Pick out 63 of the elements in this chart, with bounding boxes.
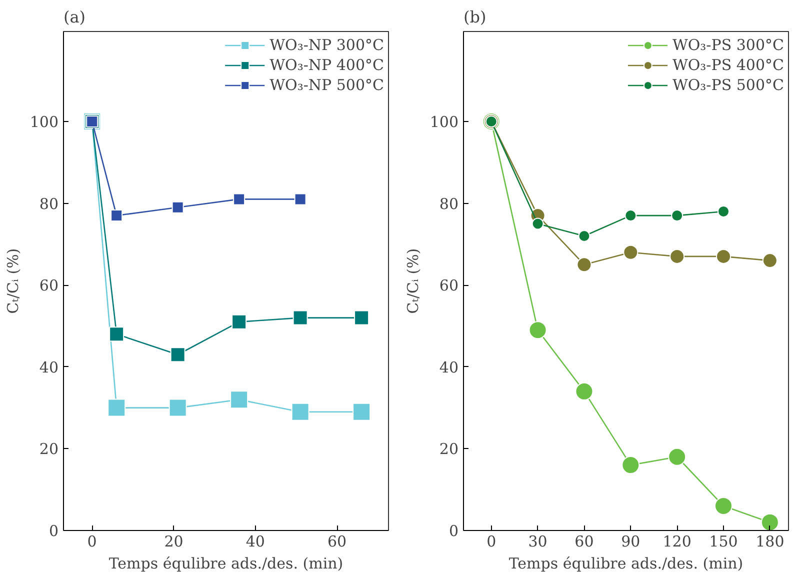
legend-label: WO₃-PS 300°C xyxy=(672,36,784,54)
y-tick-label: 20 xyxy=(39,440,59,458)
y-tick-label: 40 xyxy=(439,358,459,376)
legend-label: WO₃-PS 400°C xyxy=(672,56,784,74)
point xyxy=(172,201,184,214)
point xyxy=(292,310,308,326)
point xyxy=(671,210,684,222)
x-axis-title: Temps équlibre ads./des. (min) xyxy=(108,554,344,572)
y-tick-label: 80 xyxy=(39,194,59,213)
x-tick-label: 150 xyxy=(709,532,738,550)
point xyxy=(294,193,306,206)
x-tick-label: 90 xyxy=(621,532,640,550)
chart-title: (a) xyxy=(64,8,86,26)
point xyxy=(623,244,638,260)
point xyxy=(668,448,686,466)
point xyxy=(352,402,371,421)
x-tick-label: 180 xyxy=(756,532,784,550)
point xyxy=(714,496,732,515)
x-tick-label: 0 xyxy=(486,532,496,550)
y-axis-title: Cₜ/Cᵢ (%) xyxy=(4,248,22,314)
point xyxy=(718,205,730,218)
point xyxy=(233,193,246,206)
y-tick-label: 60 xyxy=(39,276,59,295)
x-tick-label: 30 xyxy=(528,532,548,550)
legend-label: WO₃-NP 500°C xyxy=(270,76,384,94)
x-tick-label: 60 xyxy=(574,532,594,550)
point xyxy=(532,218,544,230)
y-tick-label: 100 xyxy=(30,112,59,131)
legend-label: WO₃-NP 400°C xyxy=(270,56,384,74)
x-tick-label: 40 xyxy=(246,532,265,550)
point xyxy=(168,398,187,417)
point xyxy=(578,230,590,242)
legend-label: WO₃-PS 500°C xyxy=(672,76,784,94)
point xyxy=(170,347,186,362)
point xyxy=(109,326,124,342)
point xyxy=(624,210,637,222)
point xyxy=(232,314,247,330)
y-axis-title: Cₜ/Cᵢ (%) xyxy=(404,248,422,314)
x-tick-label: 20 xyxy=(164,532,184,550)
point xyxy=(108,398,126,417)
point xyxy=(762,253,778,268)
point xyxy=(576,257,592,272)
point xyxy=(622,456,640,474)
point xyxy=(760,513,779,530)
point xyxy=(110,210,123,222)
chart-title: (b) xyxy=(464,8,486,26)
y-tick-label: 80 xyxy=(439,194,459,213)
point xyxy=(230,390,248,409)
x-tick-label: 0 xyxy=(87,532,97,550)
y-tick-label: 100 xyxy=(430,112,459,131)
point xyxy=(528,321,547,340)
y-tick-label: 40 xyxy=(39,358,59,376)
y-tick-label: 20 xyxy=(439,440,459,458)
x-axis-title: Temps équlibre ads./des. (min) xyxy=(508,554,744,572)
point xyxy=(354,310,370,326)
point xyxy=(716,248,731,264)
x-tick-label: 60 xyxy=(328,532,347,550)
point xyxy=(575,382,594,400)
point xyxy=(670,248,685,264)
point xyxy=(291,402,310,421)
x-tick-label: 120 xyxy=(662,532,692,550)
y-tick-label: 60 xyxy=(439,276,459,295)
legend-label: WO₃-NP 300°C xyxy=(270,36,384,54)
